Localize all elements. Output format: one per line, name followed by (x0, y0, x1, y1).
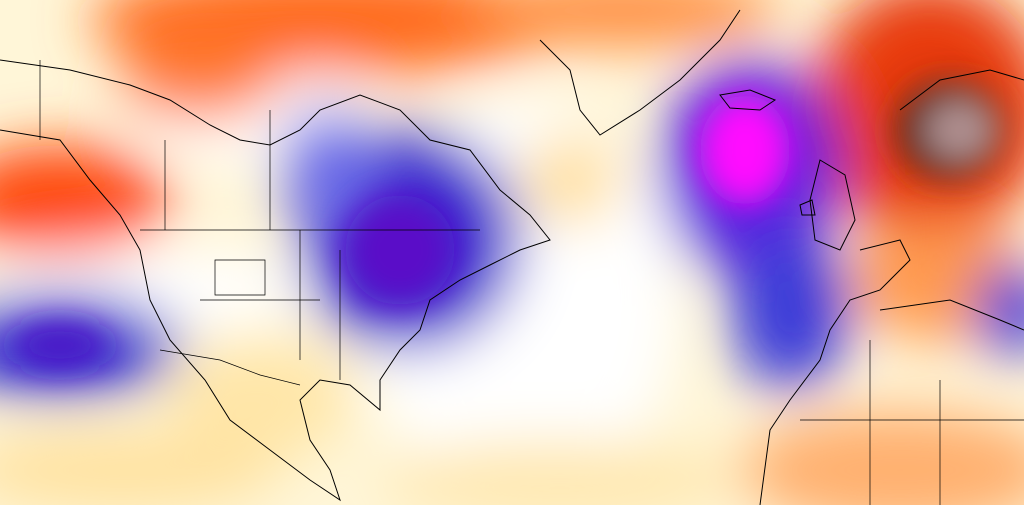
warm-anomaly (380, 440, 740, 505)
europe-africa-coast (759, 239, 911, 505)
warm-anomaly (460, 0, 780, 45)
greenland-coast (539, 9, 741, 136)
cold-core (10, 320, 110, 370)
warm-anomaly (520, 135, 620, 225)
warm-anomaly (170, 340, 350, 460)
cold-anomaly (730, 230, 850, 390)
cold-anomaly (975, 265, 1024, 355)
warm-anomaly (740, 410, 1024, 505)
borders (39, 60, 1024, 505)
warm-anomaly (120, 40, 280, 120)
cold-core (345, 195, 455, 305)
anomaly-cores (10, 80, 1005, 370)
warm-core (925, 100, 995, 160)
warm-anomaly (0, 430, 280, 505)
scandinavia-coast (899, 69, 1024, 111)
border (800, 340, 1024, 505)
border (164, 110, 271, 230)
british-isles-coast (809, 159, 856, 251)
north-america-coast (0, 59, 551, 502)
ireland-coast (799, 199, 816, 216)
border (159, 349, 301, 386)
coastlines (0, 9, 1024, 505)
cold-anomaly (280, 110, 380, 230)
mediterranean-coast (879, 299, 1024, 331)
iceland-coast (719, 89, 777, 111)
cold-core (700, 95, 790, 205)
border (200, 230, 341, 380)
